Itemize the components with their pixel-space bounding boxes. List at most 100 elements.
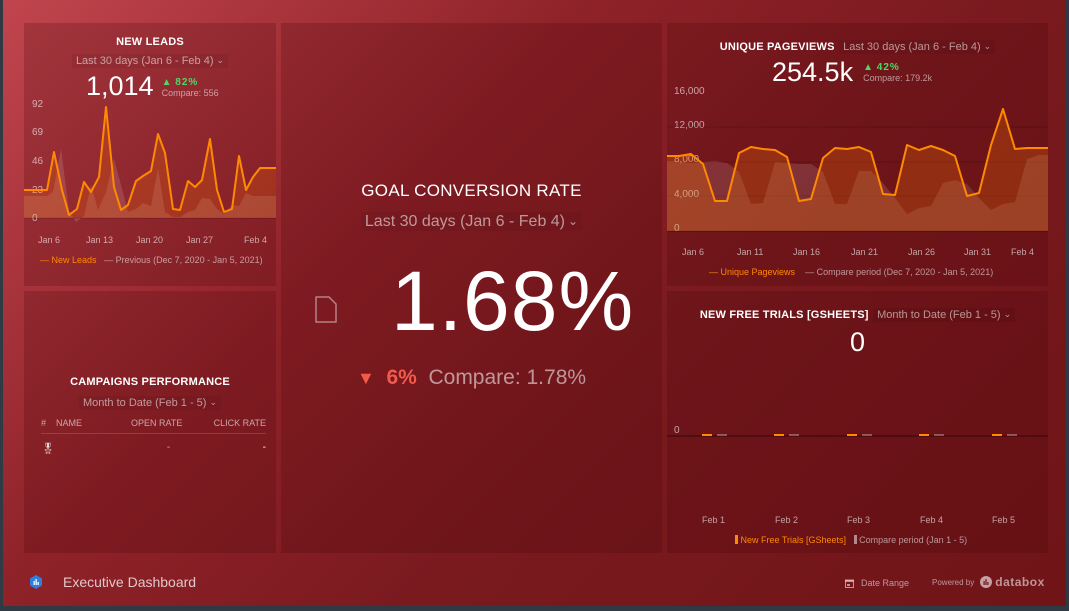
goal-conversion-range-dropdown[interactable]: Last 30 days (Jan 6 - Feb 4) ⌄: [360, 212, 583, 231]
y-tick: 0: [674, 223, 680, 234]
x-tick: Jan 26: [908, 247, 936, 257]
x-tick: Jan 27: [186, 235, 214, 245]
legend-item-current[interactable]: — Unique Pageviews: [709, 267, 796, 277]
free-trials-legend: New Free Trials [GSheets] Compare period…: [735, 535, 967, 545]
x-tick: Feb 4: [920, 515, 944, 525]
date-range-label: Date Range: [861, 578, 910, 588]
x-tick: Feb 4: [244, 235, 268, 245]
goal-conversion-compare: Compare: 1.78%: [428, 366, 587, 389]
new-leads-legend: — New Leads — Previous (Dec 7, 2020 - Ja…: [40, 255, 263, 265]
dashboard-screen: NEW LEADS Last 30 days (Jan 6 - Feb 4) ⌄ …: [3, 0, 1066, 606]
column-name[interactable]: NAME: [56, 418, 83, 428]
y-tick: 16,000: [674, 86, 705, 97]
campaigns-title: CAMPAIGNS PERFORMANCE: [70, 376, 230, 388]
y-tick: 8,000: [674, 154, 699, 165]
y-tick: 0: [674, 425, 680, 436]
unique-pageviews-range-dropdown[interactable]: Last 30 days (Jan 6 - Feb 4) ⌄: [839, 40, 996, 54]
y-tick: 69: [32, 127, 44, 138]
legend-label: Compare period (Dec 7, 2020 - Jan 5, 202…: [816, 267, 994, 277]
y-tick: 46: [32, 156, 44, 167]
new-leads-tile[interactable]: NEW LEADS Last 30 days (Jan 6 - Feb 4) ⌄ …: [24, 23, 276, 286]
date-range-button[interactable]: Date Range: [845, 578, 909, 588]
column-open-rate[interactable]: OPEN RATE: [131, 418, 183, 428]
x-tick: Jan 16: [793, 247, 821, 257]
legend-label: New Free Trials [GSheets]: [740, 535, 847, 545]
unique-pageviews-title: UNIQUE PAGEVIEWS: [719, 41, 835, 53]
medal-icon: 🎖: [41, 443, 55, 455]
campaigns-table: # NAME OPEN RATE CLICK RATE 🎖 - -: [41, 418, 266, 455]
chevron-down-icon: ⌄: [216, 55, 225, 65]
legend-label: Unique Pageviews: [720, 267, 796, 277]
up-arrow-icon: ▲: [161, 77, 173, 88]
x-tick: Feb 3: [847, 515, 871, 525]
open-rate-value: -: [166, 442, 171, 453]
x-tick: Jan 6: [38, 235, 61, 245]
y-tick: 0: [32, 213, 38, 224]
legend-item-previous[interactable]: — Previous (Dec 7, 2020 - Jan 5, 2021): [104, 255, 263, 265]
click-rate-value: -: [262, 442, 266, 453]
column-click-rate[interactable]: CLICK RATE: [213, 418, 266, 428]
legend-label: Compare period (Jan 1 - 5): [859, 535, 968, 545]
x-tick: Feb 1: [702, 515, 726, 525]
goal-conversion-change: 6%: [386, 366, 417, 389]
y-tick: 12,000: [674, 120, 705, 131]
legend-item-current[interactable]: — New Leads: [40, 255, 97, 265]
footer-bar: Executive Dashboard Date Range Powered b…: [3, 560, 1066, 606]
databox-logo-icon[interactable]: [29, 575, 43, 589]
x-tick: Jan 31: [964, 247, 992, 257]
x-tick: Jan 6: [682, 247, 705, 257]
legend-item-current[interactable]: New Free Trials [GSheets]: [735, 535, 846, 545]
x-tick: Jan 13: [86, 235, 114, 245]
legend-swatch: [735, 535, 738, 544]
free-trials-range-dropdown[interactable]: Month to Date (Feb 1 - 5) ⌄: [873, 308, 1016, 322]
new-leads-value: 1,014: [86, 71, 154, 101]
unique-pageviews-tile[interactable]: UNIQUE PAGEVIEWS Last 30 days (Jan 6 - F…: [667, 23, 1048, 286]
chevron-down-icon: ⌄: [1003, 309, 1012, 319]
new-leads-title: NEW LEADS: [116, 36, 184, 48]
y-tick: 4,000: [674, 189, 699, 200]
document-icon: [315, 296, 337, 323]
unique-pageviews-line-chart[interactable]: [667, 95, 1048, 235]
campaigns-performance-tile[interactable]: CAMPAIGNS PERFORMANCE Month to Date (Feb…: [24, 291, 276, 553]
legend-swatch: [853, 535, 857, 544]
calendar-icon: [845, 579, 854, 588]
free-trials-value: 0: [849, 327, 866, 357]
unique-pageviews-value: 254.5k: [772, 57, 854, 87]
range-label: Last 30 days (Jan 6 - Feb 4): [843, 41, 981, 53]
legend-item-previous[interactable]: Compare period (Jan 1 - 5): [853, 535, 968, 545]
goal-conversion-title: GOAL CONVERSION RATE: [361, 181, 582, 200]
down-arrow-icon: ▼: [356, 368, 375, 388]
legend-label: New Leads: [51, 255, 97, 265]
free-trials-bar-chart[interactable]: [667, 426, 1048, 446]
x-tick: Feb 5: [992, 515, 1016, 525]
goal-conversion-value: 1.68%: [391, 254, 635, 348]
range-label: Month to Date (Feb 1 - 5): [877, 309, 1001, 321]
column-rank[interactable]: #: [41, 418, 47, 428]
new-free-trials-tile[interactable]: NEW FREE TRIALS [GSHEETS] Month to Date …: [667, 291, 1048, 553]
x-tick: Jan 11: [737, 247, 764, 257]
table-row[interactable]: 🎖 - -: [41, 434, 266, 455]
powered-by-label: Powered by: [932, 577, 975, 587]
x-tick: Feb 4: [1011, 247, 1035, 257]
legend-item-previous[interactable]: — Compare period (Dec 7, 2020 - Jan 5, 2…: [805, 267, 994, 277]
new-leads-range-dropdown[interactable]: Last 30 days (Jan 6 - Feb 4) ⌄: [71, 54, 229, 68]
campaigns-range-dropdown[interactable]: Month to Date (Feb 1 - 5) ⌄: [78, 396, 222, 410]
dashboard-name[interactable]: Executive Dashboard: [63, 574, 197, 590]
unique-pageviews-change: 42%: [876, 62, 900, 73]
x-tick: Jan 21: [851, 247, 879, 257]
x-tick: Jan 20: [136, 235, 164, 245]
new-leads-line-chart[interactable]: [24, 101, 276, 231]
chevron-down-icon: ⌄: [568, 214, 579, 228]
free-trials-title: NEW FREE TRIALS [GSHEETS]: [699, 309, 869, 321]
up-arrow-icon: ▲: [863, 62, 874, 73]
databox-brand-icon: [980, 576, 993, 588]
new-leads-change: 82%: [175, 77, 199, 88]
y-tick: 92: [32, 99, 44, 110]
x-tick: Feb 2: [775, 515, 799, 525]
unique-pageviews-compare: Compare: 179.2k: [863, 73, 933, 83]
powered-by[interactable]: Powered by databox: [932, 575, 1045, 589]
campaign-name: [56, 442, 131, 455]
goal-conversion-tile[interactable]: GOAL CONVERSION RATE Last 30 days (Jan 6…: [281, 23, 662, 553]
range-label: Last 30 days (Jan 6 - Feb 4): [364, 213, 566, 230]
unique-pageviews-legend: — Unique Pageviews — Compare period (Dec…: [709, 267, 993, 277]
